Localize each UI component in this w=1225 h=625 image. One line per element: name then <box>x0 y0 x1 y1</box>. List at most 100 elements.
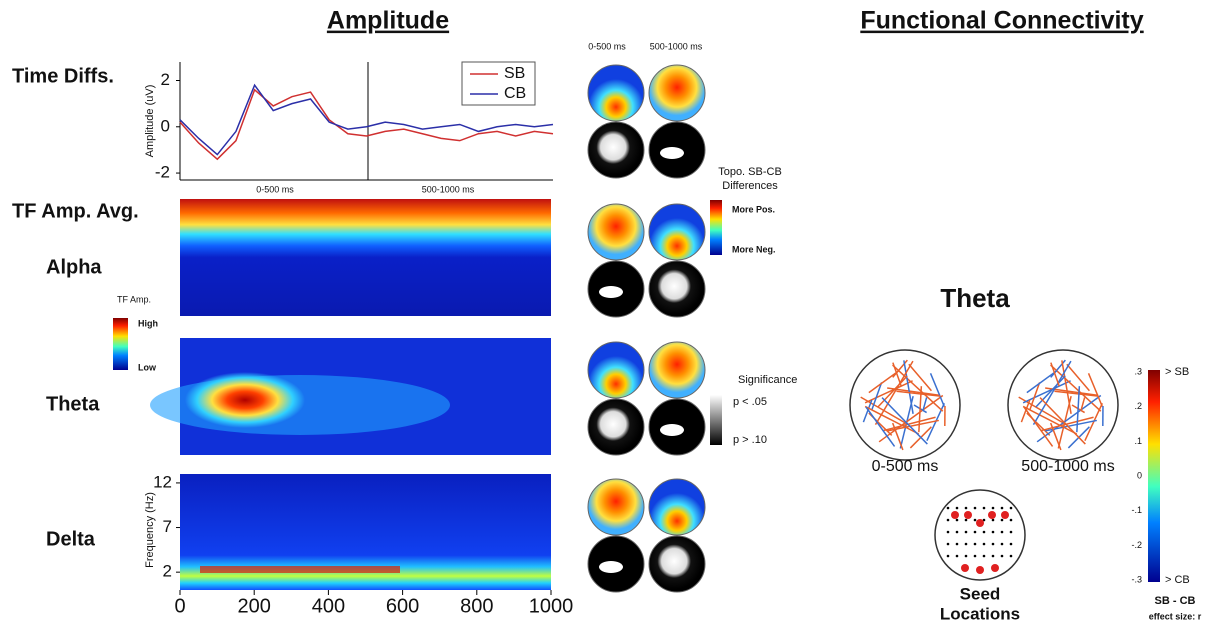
label: Theta <box>940 283 1010 313</box>
label: 7 <box>163 517 172 536</box>
label: 0 <box>161 116 170 135</box>
electrode <box>1000 554 1004 558</box>
electrode <box>991 530 995 534</box>
connection <box>1061 360 1072 414</box>
topomap <box>587 478 645 536</box>
label: 0-500 ms <box>588 41 626 51</box>
label: Time Diffs. <box>12 65 114 87</box>
label: Topo. SB-CB <box>718 166 782 178</box>
electrode <box>946 554 950 558</box>
electrode <box>973 542 977 546</box>
connection <box>1022 405 1078 435</box>
label: 200 <box>238 595 271 617</box>
head <box>849 349 961 461</box>
line <box>179 83 554 156</box>
fc-colorbar <box>1148 370 1160 582</box>
connection <box>878 394 944 443</box>
electrode <box>973 506 977 510</box>
electrode <box>955 542 959 546</box>
seed <box>951 511 959 519</box>
sig-map <box>648 260 706 318</box>
label: Functional Connectivity <box>860 7 1143 35</box>
connection <box>1054 390 1099 397</box>
electrode <box>982 506 986 510</box>
electrode <box>982 542 986 546</box>
seed <box>1001 511 1009 519</box>
label: More Pos. <box>732 204 775 214</box>
label: 500-1000 ms <box>1021 458 1114 475</box>
label: .1 <box>1134 436 1142 446</box>
connection <box>864 380 913 404</box>
electrode <box>1009 542 1013 546</box>
seed <box>991 564 999 572</box>
connection <box>1050 364 1102 412</box>
sig-map <box>648 535 706 593</box>
electrode <box>955 554 959 558</box>
connection <box>1050 362 1060 387</box>
label: 0 <box>1137 470 1142 480</box>
electrode <box>1009 518 1013 522</box>
label: 1000 <box>529 595 574 617</box>
electrode <box>973 554 977 558</box>
label: Seed <box>960 584 1001 603</box>
connection <box>892 364 944 412</box>
connection <box>871 382 883 411</box>
sig-blob <box>599 561 623 573</box>
electrode <box>1009 554 1013 558</box>
electrode <box>964 506 968 510</box>
label: High <box>138 318 158 328</box>
connection <box>1080 397 1086 412</box>
sig-blob <box>660 424 684 436</box>
connection <box>1020 399 1031 423</box>
electrode <box>955 506 959 510</box>
seed <box>961 564 969 572</box>
connection <box>1039 397 1086 445</box>
sig-colorbar <box>710 395 722 445</box>
connection <box>1036 394 1102 443</box>
label: -2 <box>155 163 170 182</box>
seed <box>976 566 984 574</box>
label: TF Amp. Avg. <box>12 200 139 222</box>
topo-colorbar <box>710 200 722 255</box>
electrode <box>973 518 977 522</box>
connection <box>881 397 928 445</box>
electrode <box>1000 530 1004 534</box>
label: Theta <box>46 393 100 415</box>
label: -.1 <box>1131 505 1142 515</box>
legend <box>461 61 536 106</box>
label: Low <box>138 362 157 372</box>
line <box>179 88 554 161</box>
electrode <box>946 542 950 546</box>
electrode <box>1009 530 1013 534</box>
label: SB - CB <box>1155 595 1196 607</box>
connection <box>903 360 914 414</box>
label: effect size: r <box>1149 611 1202 621</box>
label: -.3 <box>1131 575 1142 585</box>
label: 0 <box>174 595 185 617</box>
topomap <box>648 341 706 399</box>
alpha-spectrogram <box>180 199 551 316</box>
connection <box>892 362 902 387</box>
label: More Neg. <box>732 244 776 254</box>
sig-map <box>587 398 645 456</box>
connection <box>929 372 946 407</box>
electrode <box>982 554 986 558</box>
connection <box>864 405 920 435</box>
label: 2 <box>163 562 172 581</box>
connection <box>1066 363 1090 392</box>
electrode <box>991 554 995 558</box>
electrode <box>991 518 995 522</box>
label: Significance <box>738 374 797 386</box>
label: > SB <box>1165 366 1189 378</box>
connection <box>922 397 928 412</box>
label: TF Amp. <box>117 294 151 304</box>
electrode <box>964 554 968 558</box>
label: 12 <box>153 472 172 491</box>
connection <box>877 375 908 408</box>
connection <box>1023 406 1054 447</box>
topomap <box>587 203 645 261</box>
connection <box>882 416 936 432</box>
label: 0-500 ms <box>872 458 939 475</box>
label: Amplitude <box>327 7 449 35</box>
